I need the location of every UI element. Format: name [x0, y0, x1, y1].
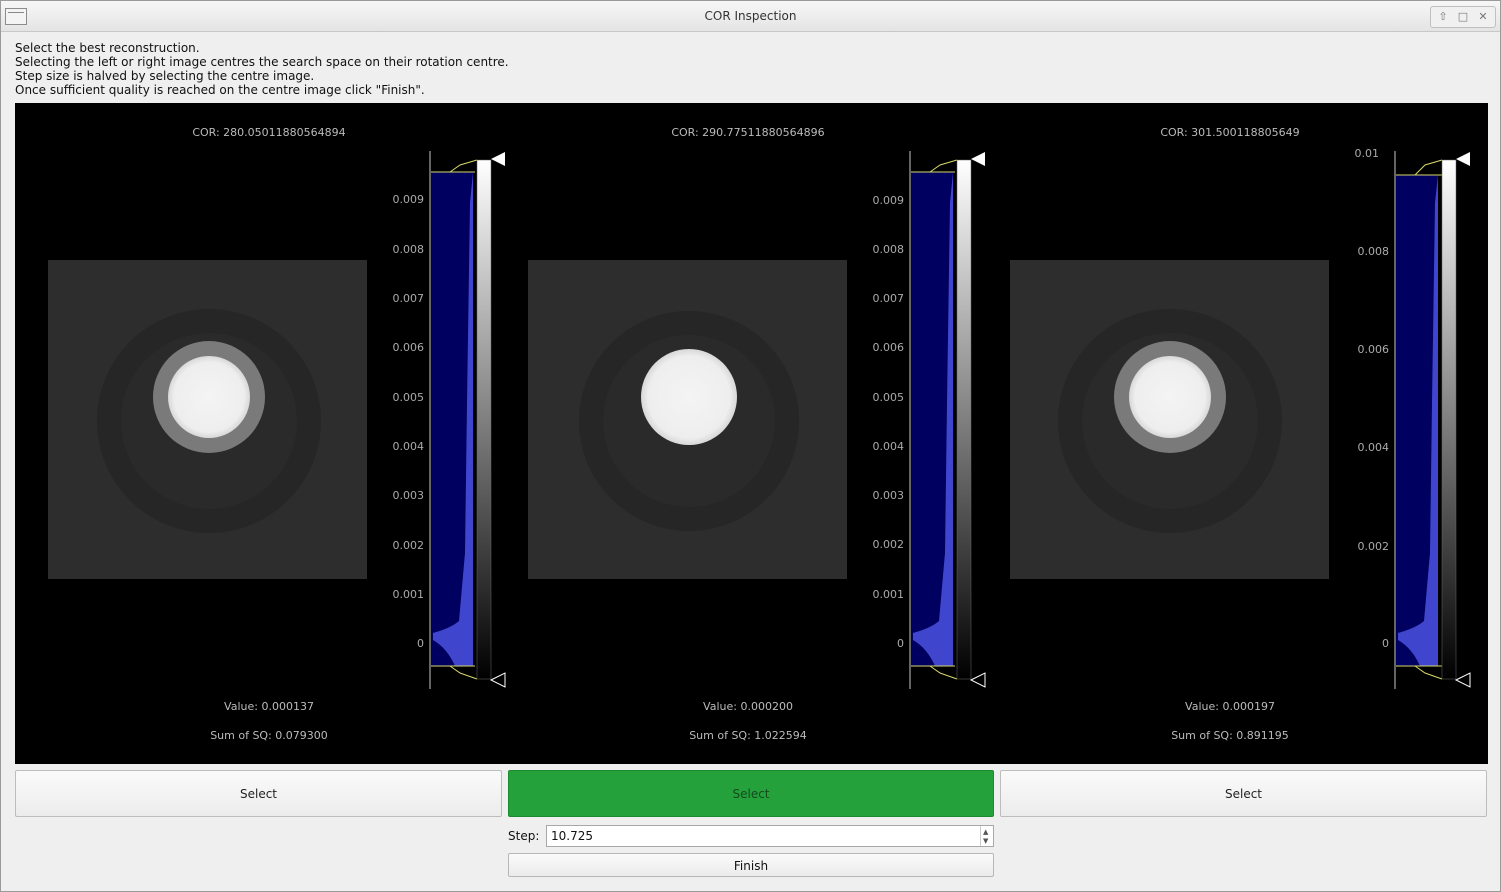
tick-label: 0.002	[393, 539, 425, 552]
tick-label: 0	[897, 637, 904, 650]
tick-label: 0.001	[873, 588, 905, 601]
histogram-right	[1394, 151, 1443, 689]
min-level-handle-icon[interactable]	[489, 672, 506, 688]
instructions: Select the best reconstruction. Selectin…	[15, 41, 509, 97]
tick-label: 0	[1382, 637, 1389, 650]
tick-label: 0.005	[873, 391, 905, 404]
reconstruction-left: COR: 280.05011880564894	[48, 126, 506, 742]
histogram-axis-centre: 0 0.001 0.002 0.003 0.004 0.005 0.006 0.…	[873, 194, 905, 650]
histogram-axis-left: 0 0.001 0.002 0.003 0.004 0.005 0.006 0.…	[393, 193, 425, 650]
select-centre-button[interactable]: Select	[508, 770, 994, 817]
sum-sq-label-centre: Sum of SQ: 1.022594	[689, 729, 807, 742]
tick-label: 0.002	[873, 538, 905, 551]
histogram-left	[429, 151, 478, 689]
sum-sq-label-left: Sum of SQ: 0.079300	[210, 729, 328, 742]
window-title: COR Inspection	[704, 9, 797, 23]
value-label-right: Value: 0.000197	[1185, 700, 1275, 713]
tick-label: 0.009	[873, 194, 905, 207]
window-close-icon[interactable]: ✕	[1478, 10, 1488, 23]
instruction-line: Step size is halved by selecting the cen…	[15, 69, 315, 83]
step-input[interactable]: 10.725 ▲ ▼	[546, 825, 994, 847]
finish-button[interactable]: Finish	[508, 853, 994, 877]
max-level-handle-icon[interactable]	[971, 152, 985, 166]
step-spinner[interactable]: ▲ ▼	[980, 826, 993, 846]
tick-label: 0.002	[1358, 540, 1390, 553]
value-label-centre: Value: 0.000200	[703, 700, 793, 713]
instruction-line: Select the best reconstruction.	[15, 41, 200, 55]
window-shade-icon[interactable]: ⇧	[1438, 10, 1448, 23]
instruction-line: Once sufficient quality is reached on th…	[15, 83, 425, 97]
tick-label: 0.009	[393, 193, 425, 206]
tick-label: 0.004	[873, 440, 905, 453]
slice-image-right	[1010, 260, 1329, 579]
cor-label-left: COR: 280.05011880564894	[192, 126, 345, 139]
spin-up-icon[interactable]: ▲	[983, 828, 989, 836]
select-right-button[interactable]: Select	[1000, 770, 1487, 817]
window-controls: ⇧ □ ✕	[1430, 6, 1496, 28]
max-level-handle-icon[interactable]	[1456, 152, 1470, 166]
select-left-button[interactable]: Select	[15, 770, 502, 817]
colorbar-right[interactable]	[1441, 152, 1471, 688]
tick-label: 0.008	[873, 243, 905, 256]
slice-image-left	[48, 260, 367, 579]
tick-label: 0.004	[1358, 441, 1390, 454]
histogram-centre	[909, 151, 958, 689]
tick-label: 0.005	[393, 391, 425, 404]
step-label: Step:	[508, 829, 540, 843]
reconstruction-right: COR: 301.500118805649	[1010, 126, 1471, 742]
slice-image-centre	[528, 260, 847, 579]
min-level-handle-icon[interactable]	[969, 672, 986, 688]
tick-label: 0.003	[873, 489, 905, 502]
step-value: 10.725	[551, 829, 593, 843]
sum-sq-label-right: Sum of SQ: 0.891195	[1171, 729, 1289, 742]
tick-label: 0.003	[393, 489, 425, 502]
tick-label: 0.004	[393, 440, 425, 453]
reconstruction-view-panel: COR: 280.05011880564894	[15, 103, 1488, 764]
max-level-handle-icon[interactable]	[491, 152, 505, 166]
tick-label: 0.006	[873, 341, 905, 354]
reconstruction-centre: COR: 290.77511880564896	[528, 126, 986, 742]
instruction-line: Selecting the left or right image centre…	[15, 55, 509, 69]
tick-label: 0	[417, 637, 424, 650]
cor-label-centre: COR: 290.77511880564896	[671, 126, 824, 139]
window-maximize-icon[interactable]: □	[1457, 10, 1469, 23]
reconstruction-plots: COR: 280.05011880564894	[48, 126, 1471, 742]
tick-label: 0.007	[873, 292, 905, 305]
tick-label: 0.007	[393, 292, 425, 305]
spin-down-icon[interactable]: ▼	[983, 837, 989, 845]
tick-label: 0.01	[1355, 147, 1380, 160]
value-label-left: Value: 0.000137	[224, 700, 314, 713]
cor-label-right: COR: 301.500118805649	[1160, 126, 1299, 139]
tick-label: 0.008	[1358, 245, 1390, 258]
colorbar-centre[interactable]	[956, 152, 986, 688]
tick-label: 0.006	[393, 341, 425, 354]
tick-label: 0.006	[1358, 343, 1390, 356]
tick-label: 0.001	[393, 588, 425, 601]
window-menu-icon[interactable]	[5, 8, 27, 25]
histogram-axis-right: 0 0.002 0.004 0.006 0.008 0.01	[1355, 147, 1390, 650]
min-level-handle-icon[interactable]	[1454, 672, 1471, 688]
tick-label: 0.008	[393, 243, 425, 256]
colorbar-left[interactable]	[476, 152, 506, 688]
title-bar: COR Inspection ⇧ □ ✕	[1, 1, 1500, 32]
